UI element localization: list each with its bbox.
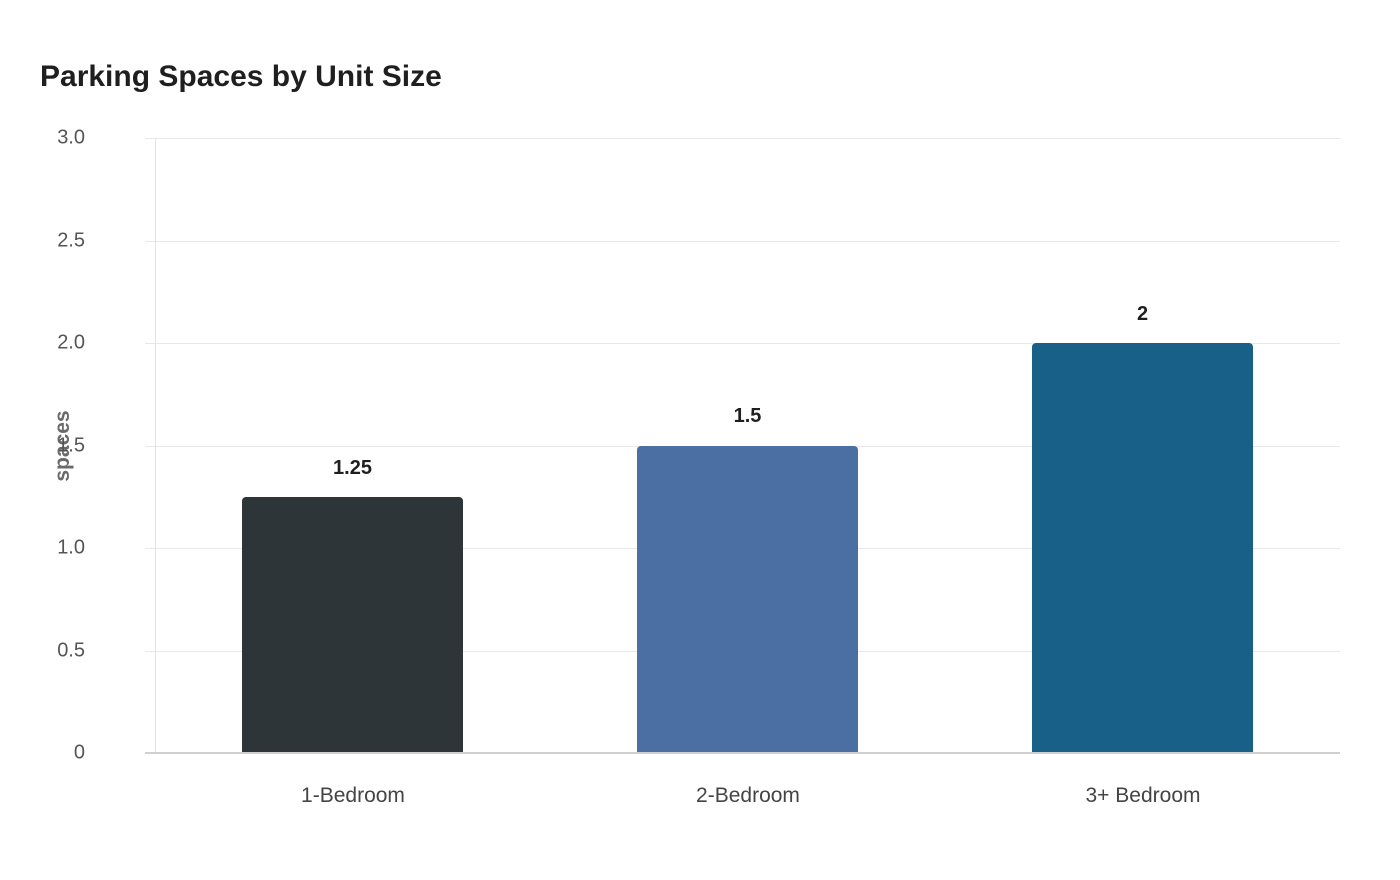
gridline (145, 343, 1340, 344)
bar-2-bedroom (637, 446, 858, 753)
x-axis-line (145, 752, 1340, 754)
x-tick-1-bedroom: 1-Bedroom (301, 784, 405, 807)
y-tick: 2.0 (57, 331, 85, 354)
bar-value-label: 1.5 (733, 405, 762, 427)
chart-title: Parking Spaces by Unit Size (40, 60, 442, 93)
plot-area: 0 0.5 1.0 1.5 2.0 2.5 3.0 1.25 1.5 2 (57, 127, 1340, 764)
x-tick-2-bedroom: 2-Bedroom (696, 784, 800, 807)
bar-3plus-bedroom (1032, 343, 1253, 753)
y-tick: 1.0 (57, 536, 85, 559)
gridline (145, 240, 1340, 242)
y-tick: 3.0 (57, 126, 85, 149)
gridline (145, 138, 1340, 139)
x-tick-3plus-bedroom: 3+ Bedroom (1085, 784, 1201, 807)
y-tick: 0 (73, 741, 85, 764)
bar-1-bedroom (242, 497, 463, 753)
bar-value-label: 2 (1136, 303, 1149, 325)
y-tick: 0.5 (57, 639, 85, 661)
bar-value-label: 1.25 (333, 457, 372, 479)
y-axis-line (155, 138, 156, 753)
y-tick: 1.5 (57, 434, 85, 456)
y-tick: 2.5 (57, 229, 85, 251)
